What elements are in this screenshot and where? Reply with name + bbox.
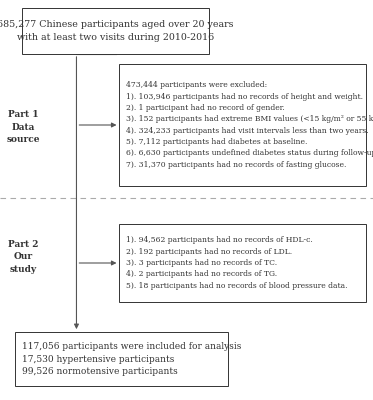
FancyBboxPatch shape [119, 224, 366, 302]
Text: 1). 94,562 participants had no records of HDL-c.
2). 192 participants had no rec: 1). 94,562 participants had no records o… [126, 236, 348, 290]
Text: 117,056 participants were included for analysis
17,530 hypertensive participants: 117,056 participants were included for a… [22, 342, 241, 376]
Text: 685,277 Chinese participants aged over 20 years
with at least two visits during : 685,277 Chinese participants aged over 2… [0, 20, 234, 42]
FancyBboxPatch shape [119, 64, 366, 186]
Text: Part 2
Our
study: Part 2 Our study [8, 240, 39, 274]
FancyBboxPatch shape [22, 8, 209, 54]
FancyBboxPatch shape [15, 332, 228, 386]
Text: 473,444 participants were excluded:
1). 103,946 participants had no records of h: 473,444 participants were excluded: 1). … [126, 82, 373, 168]
Text: Part 1
Data
source: Part 1 Data source [7, 110, 40, 144]
